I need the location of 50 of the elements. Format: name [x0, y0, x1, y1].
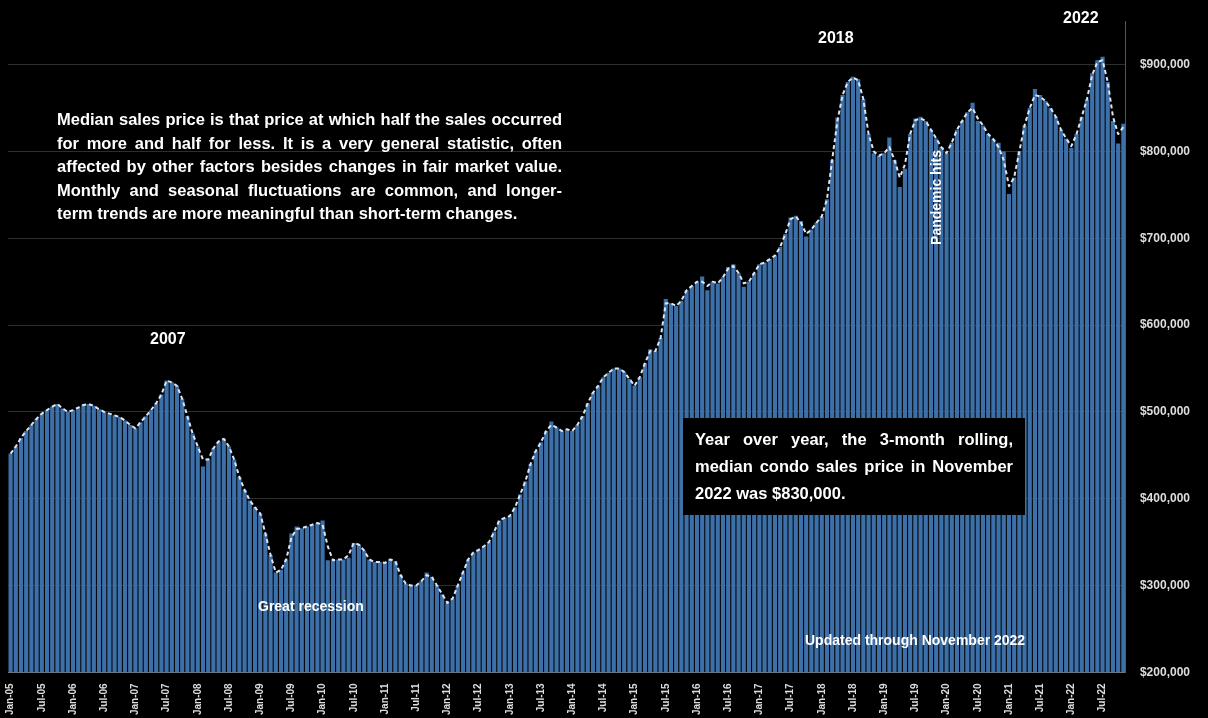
x-tick-label: Jul-17 — [784, 682, 796, 713]
x-tick-label: Jan-14 — [565, 682, 577, 715]
x-tick-label: Jan-22 — [1065, 682, 1077, 715]
annotation: Median sales price is that price at which half the sales occurred for more and half for less. It is a very general statistic, often affected by other factors besides changes in fair market value. Monthly and seasonal fluctuations are common, and longer-term trends are more meaningful than short-term changes. — [57, 109, 562, 224]
x-tick-label: Jul-08 — [222, 682, 234, 713]
x-tick-label: Jul-22 — [1096, 682, 1108, 713]
y-tick-label: $200,000 — [1139, 664, 1191, 679]
x-tick-label: Jul-06 — [97, 682, 109, 713]
y-tick-label: $700,000 — [1139, 230, 1191, 245]
annotation: Pandemic hits — [928, 150, 944, 245]
x-tick-label: Jul-18 — [846, 682, 858, 713]
x-tick-label: Jul-11 — [409, 682, 421, 712]
x-tick-label: Jul-15 — [659, 682, 671, 713]
x-tick-label: Jul-05 — [35, 682, 47, 713]
y-tick-label: $800,000 — [1139, 143, 1191, 158]
x-tick-label: Jul-21 — [1033, 682, 1045, 713]
annotation: Year over year, the 3-month rolling, median condo sales price in November 2022 was $830,000. — [683, 418, 1025, 515]
x-tick-label: Jan-21 — [1002, 682, 1014, 715]
annotation: 2022 — [1063, 9, 1099, 27]
x-tick-label: Jan-16 — [690, 682, 702, 715]
x-tick-label: Jan-18 — [815, 682, 827, 715]
x-tick-label: Jul-09 — [285, 682, 297, 713]
x-tick-label: Jul-19 — [909, 682, 921, 713]
y-tick-label: $900,000 — [1139, 56, 1191, 71]
x-tick-label: Jan-12 — [441, 682, 453, 715]
x-tick-label: Jan-19 — [877, 682, 889, 715]
annotation: 2007 — [150, 330, 186, 348]
x-tick-label: Jan-10 — [316, 682, 328, 715]
x-tick-label: Jul-16 — [721, 682, 733, 713]
x-tick-label: Jan-20 — [940, 682, 952, 715]
x-tick-label: Jan-17 — [753, 682, 765, 715]
x-tick-label: Jan-05 — [4, 682, 16, 715]
x-tick-label: Jul-12 — [472, 682, 484, 713]
x-tick-label: Jan-09 — [253, 682, 265, 715]
x-tick-label: Jan-06 — [66, 682, 78, 715]
x-tick-label: Jan-11 — [378, 682, 390, 715]
x-tick-label: Jul-13 — [534, 682, 546, 713]
x-tick-label: Jul-14 — [597, 682, 609, 713]
y-tick-label: $600,000 — [1139, 317, 1191, 332]
x-tick-label: Jan-08 — [191, 682, 203, 715]
x-tick-label: Jan-13 — [503, 682, 515, 715]
x-tick-label: Jul-20 — [971, 682, 983, 713]
y-tick-label: $500,000 — [1139, 404, 1191, 419]
x-tick-label: Jul-07 — [160, 682, 172, 713]
x-tick-label: Jan-07 — [129, 682, 141, 715]
y-tick-label: $400,000 — [1139, 491, 1191, 505]
x-tick-label: Jan-15 — [628, 682, 640, 715]
y-tick-label: $300,000 — [1139, 577, 1191, 592]
annotation: 2018 — [818, 29, 854, 47]
x-tick-label: Jul-10 — [347, 682, 359, 713]
